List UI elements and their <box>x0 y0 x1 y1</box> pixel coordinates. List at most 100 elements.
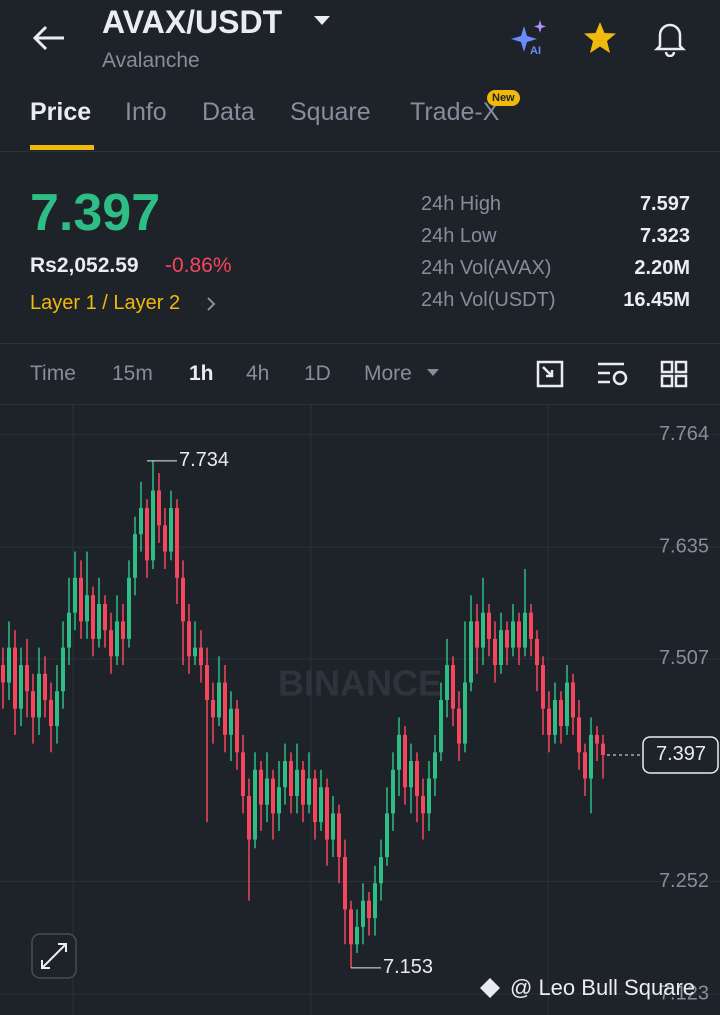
candle-body <box>445 665 449 700</box>
candle-body <box>55 691 59 727</box>
credit-text: @ Leo Bull Square <box>510 975 695 1000</box>
tab[interactable]: Price <box>30 98 92 126</box>
stat-value: 2.20M <box>634 257 690 279</box>
candle-body <box>61 647 65 692</box>
layout-button[interactable] <box>660 360 690 388</box>
tag-chevron <box>207 297 216 311</box>
pair-subtitle: Avalanche <box>102 49 200 72</box>
candle-body <box>271 778 275 814</box>
last-price-label: 7.397 <box>656 743 706 765</box>
max-label: 7.734 <box>179 449 229 471</box>
new-badge: New <box>487 90 520 106</box>
candle-body <box>229 708 233 735</box>
y-tick-label: 7.507 <box>659 647 709 669</box>
local-price: Rs2,052.59 <box>30 254 139 277</box>
candle-body <box>145 507 149 561</box>
back-button[interactable] <box>30 22 70 56</box>
candle-body <box>427 778 431 814</box>
interval[interactable]: 1h <box>189 362 214 385</box>
pair-dropdown[interactable] <box>312 14 332 28</box>
tab[interactable]: Trade-X <box>410 98 500 126</box>
candle-body <box>37 673 41 718</box>
candle-body <box>433 752 437 779</box>
candle-body <box>541 665 545 709</box>
more-dropdown[interactable] <box>426 368 440 378</box>
ai-button[interactable]: AI <box>508 18 552 58</box>
stat-value: 7.597 <box>639 193 690 215</box>
candle-body <box>601 743 605 755</box>
pair-title[interactable]: AVAX/USDT <box>102 4 283 40</box>
candle-body <box>349 909 353 945</box>
candle-body <box>7 647 11 683</box>
interval[interactable]: More <box>364 362 412 385</box>
tab-indicator <box>30 145 94 150</box>
candle-body <box>115 621 119 657</box>
candle-body <box>415 761 419 796</box>
candle-body <box>325 787 329 840</box>
watermark: BINANCE <box>278 663 442 704</box>
candle-body <box>67 612 71 648</box>
candle-body <box>367 900 371 919</box>
candle-body <box>439 699 443 753</box>
candle-body <box>241 752 245 796</box>
interval[interactable]: 1D <box>304 362 331 385</box>
candle-body <box>313 778 317 823</box>
stat-value: 16.45M <box>623 289 690 311</box>
candle-body <box>583 752 587 779</box>
candle-body <box>493 638 497 666</box>
candle-body <box>283 761 287 788</box>
candle-body <box>595 734 599 744</box>
candle-body <box>421 795 425 814</box>
price-change: -0.86% <box>165 254 232 277</box>
candle-body <box>319 787 323 823</box>
y-tick-label: 7.123 <box>659 982 709 1004</box>
candle-body <box>577 717 581 753</box>
stat-value: 7.323 <box>639 225 690 247</box>
interval[interactable]: Time <box>30 362 76 385</box>
svg-text:AI: AI <box>530 45 541 57</box>
candle-body <box>127 577 131 639</box>
chart-tool[interactable] <box>536 360 566 388</box>
candle-body <box>205 665 209 700</box>
candle-body <box>463 682 467 744</box>
candle-body <box>487 612 491 639</box>
candle-body <box>181 577 185 622</box>
candle-body <box>85 595 89 622</box>
candle-body <box>559 699 563 727</box>
candle-body <box>109 630 113 657</box>
candle-body <box>289 761 293 796</box>
candle-body <box>79 577 83 622</box>
candle-body <box>511 621 515 648</box>
candle-body <box>379 857 383 884</box>
favorite-button[interactable] <box>582 21 618 55</box>
candle-body <box>97 603 101 639</box>
candle-body <box>589 734 593 779</box>
divider <box>0 151 720 152</box>
candle-body <box>103 603 107 631</box>
credit-logo <box>480 978 500 998</box>
tab[interactable]: Info <box>125 98 167 126</box>
candle-body <box>337 813 341 858</box>
candle-body <box>157 490 161 526</box>
candle-body <box>169 507 173 552</box>
candle-body <box>523 612 527 648</box>
notification-button[interactable] <box>652 19 688 57</box>
candle-body <box>253 769 257 840</box>
candle-body <box>391 769 395 814</box>
candle-body <box>31 691 35 718</box>
candle-body <box>547 708 551 735</box>
tab[interactable]: Data <box>202 98 255 126</box>
candle-body <box>457 708 461 744</box>
category-tag[interactable]: Layer 1 / Layer 2 <box>30 292 181 314</box>
tab[interactable]: Square <box>290 98 371 126</box>
interval[interactable]: 15m <box>112 362 153 385</box>
interval[interactable]: 4h <box>246 362 270 385</box>
candle-body <box>139 507 143 535</box>
candle-body <box>529 612 533 639</box>
candle-body <box>13 647 17 709</box>
last-price-box <box>642 736 719 774</box>
indicator-settings[interactable] <box>596 360 630 388</box>
candle-body <box>403 734 407 788</box>
